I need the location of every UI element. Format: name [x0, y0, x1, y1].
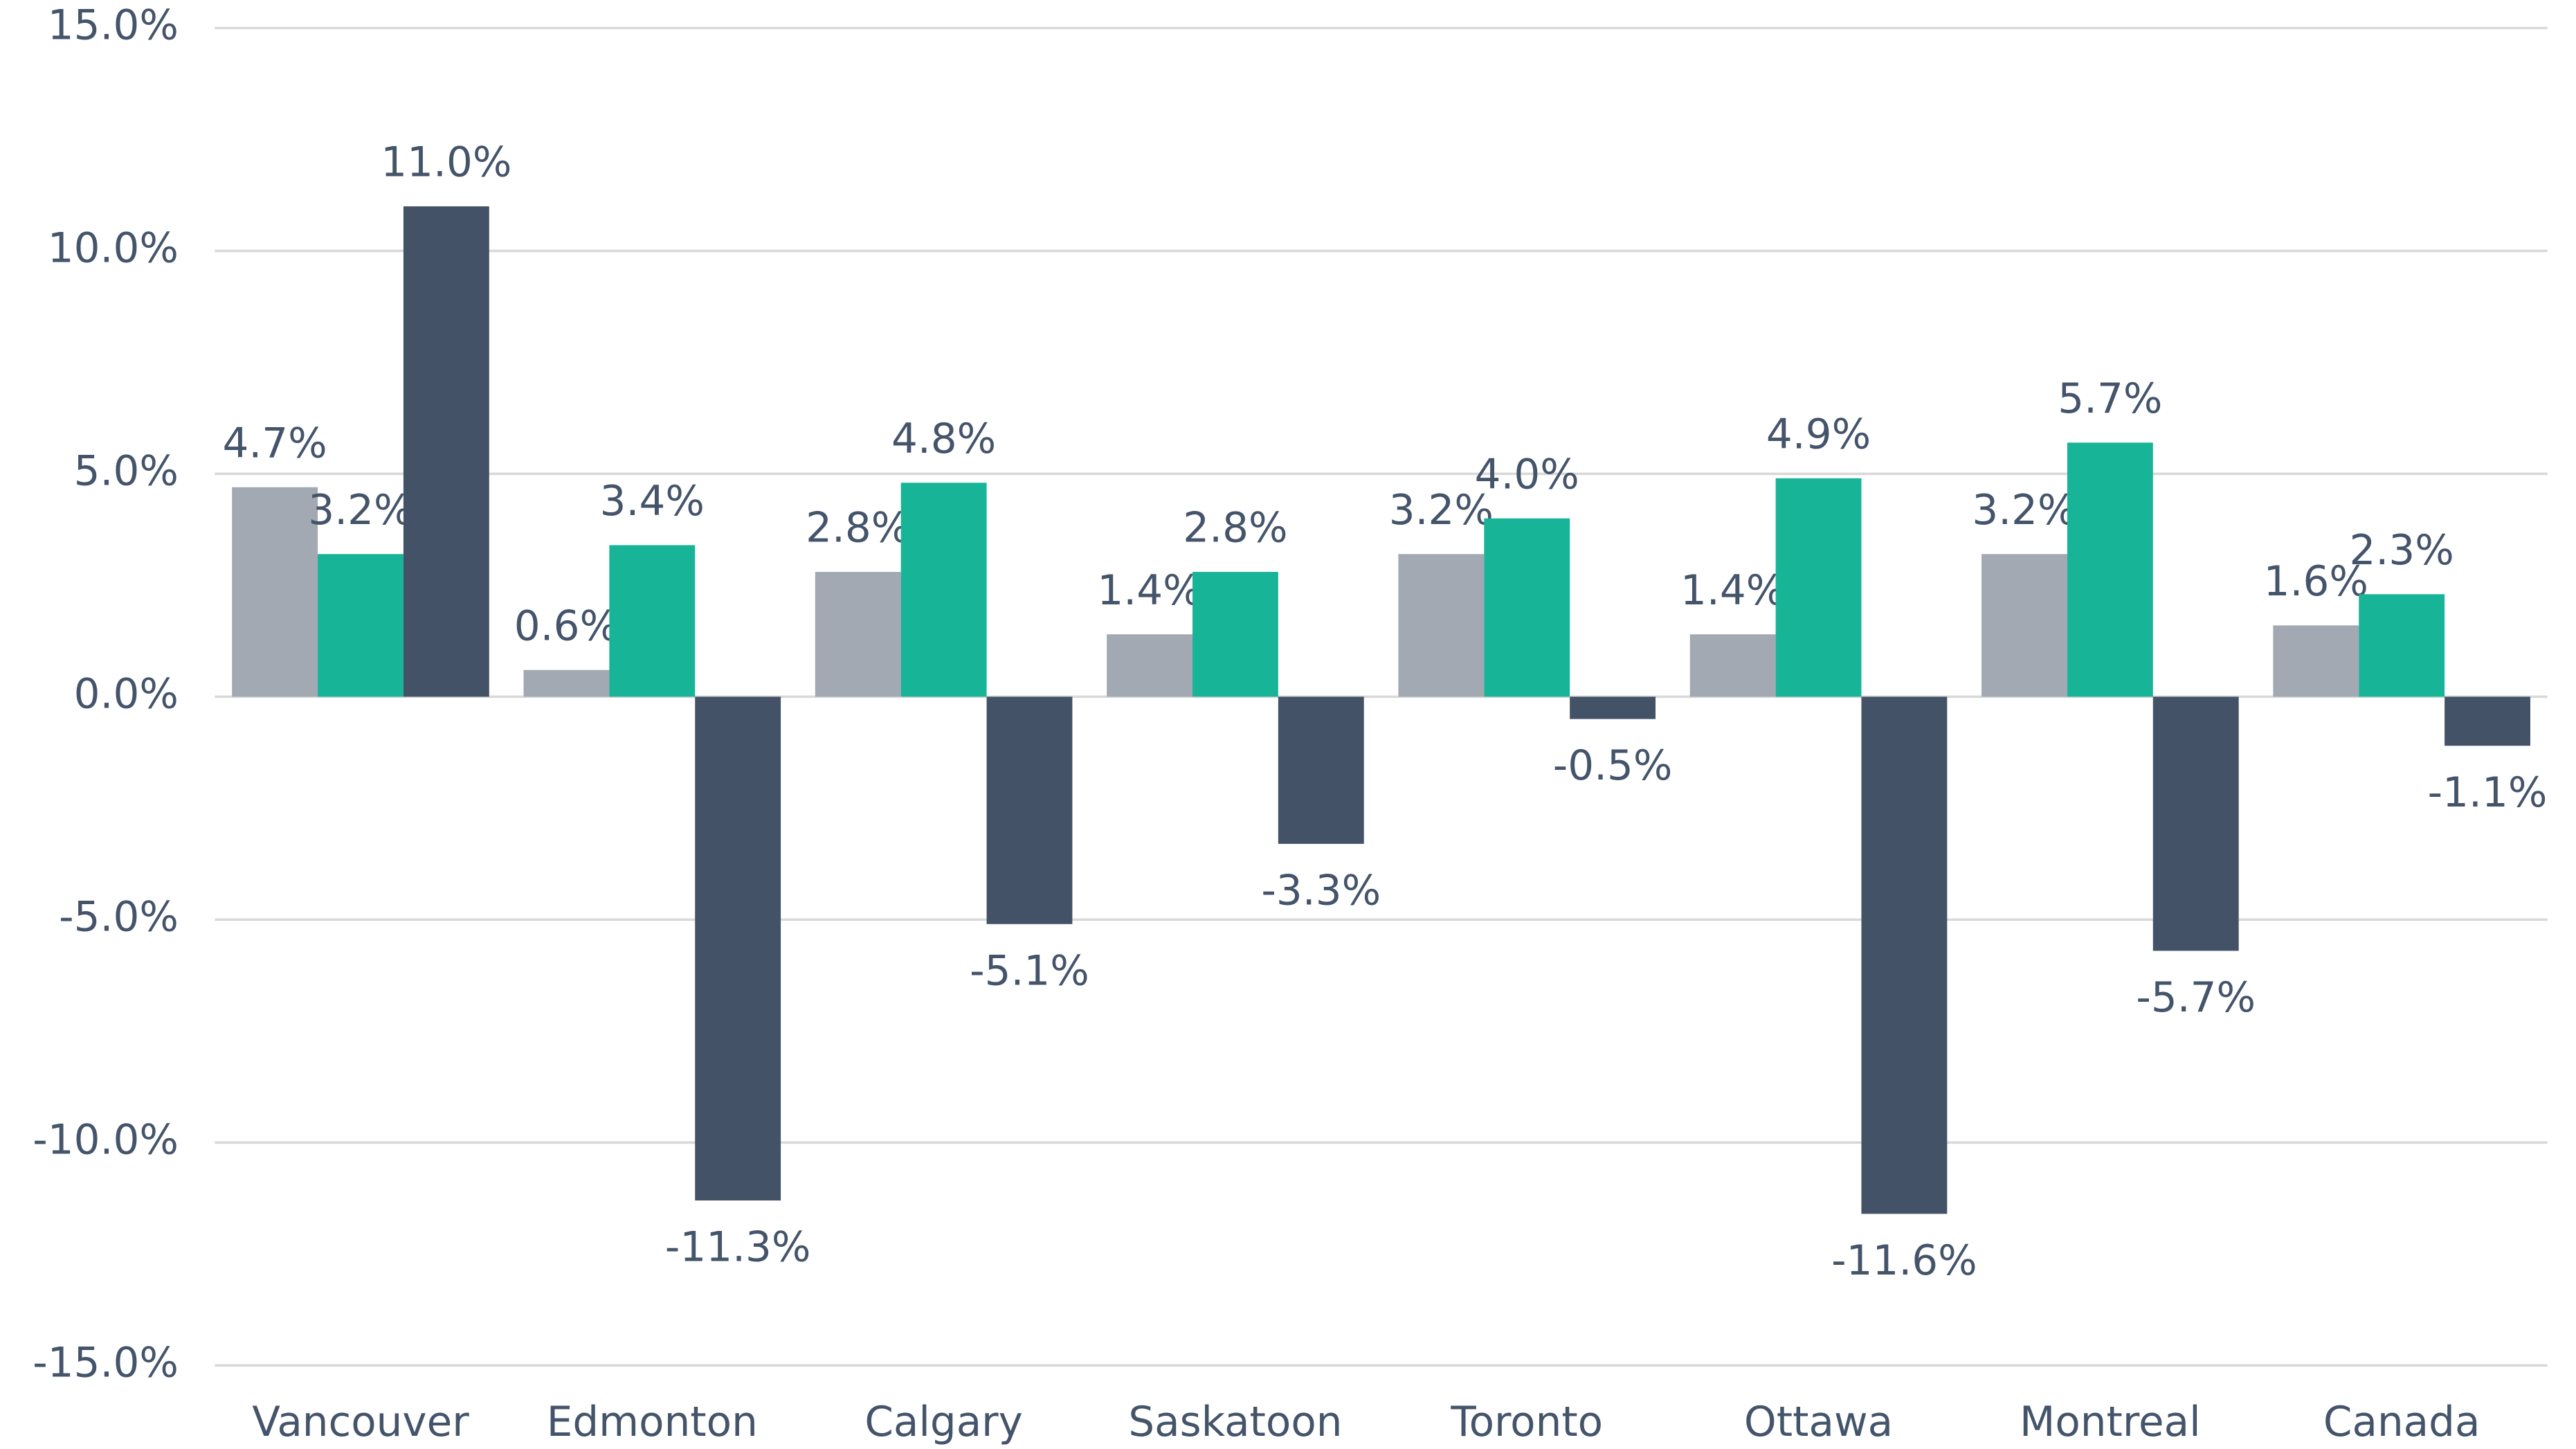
x-tick-label: Vancouver [252, 1398, 469, 1446]
bar [1570, 696, 1656, 719]
bar [403, 206, 489, 697]
x-tick-label: Canada [2323, 1398, 2480, 1446]
data-label: 0.6% [514, 602, 619, 650]
y-tick-label: -10.0% [33, 1116, 179, 1164]
data-label: 3.4% [600, 478, 705, 525]
data-label: -5.1% [970, 947, 1089, 995]
x-tick-label: Montreal [2020, 1398, 2201, 1446]
bar [2273, 625, 2359, 697]
x-tick-label: Edmonton [547, 1398, 758, 1446]
data-label: 1.4% [1680, 567, 1785, 615]
bar [1981, 554, 2067, 697]
bar [1278, 696, 1364, 844]
data-label: 11.0% [381, 139, 511, 187]
bar [523, 669, 610, 697]
bar [2359, 594, 2445, 697]
data-label: 3.2% [308, 487, 412, 534]
y-tick-label: 15.0% [48, 2, 179, 50]
data-label: 1.4% [1097, 567, 1201, 615]
bar [609, 545, 696, 697]
y-tick-label: 10.0% [48, 225, 179, 273]
data-label: 5.7% [2058, 375, 2162, 423]
bar [900, 483, 987, 697]
data-label: 4.9% [1766, 411, 1871, 458]
data-label: 3.2% [1389, 487, 1494, 534]
data-label: -1.1% [2428, 769, 2548, 817]
x-tick-label: Ottawa [1744, 1398, 1893, 1446]
y-tick-label: 5.0% [74, 448, 179, 496]
data-label: 1.6% [2264, 558, 2368, 606]
bar [232, 487, 318, 697]
data-label: 4.7% [222, 420, 327, 467]
bar [2152, 696, 2239, 951]
data-label: 2.8% [1183, 505, 1287, 552]
y-tick-label: 0.0% [74, 670, 179, 718]
data-label: -11.6% [1831, 1237, 1977, 1285]
y-tick-label: -5.0% [59, 893, 179, 941]
data-label: -3.3% [1261, 867, 1381, 915]
bar [815, 572, 901, 697]
bar [1192, 572, 1278, 697]
data-label: 2.3% [2350, 527, 2454, 575]
x-tick-label: Saskatoon [1128, 1398, 1342, 1446]
bar [1775, 478, 1862, 697]
bar [1689, 634, 1776, 697]
data-label: 2.8% [806, 505, 910, 552]
bar [1861, 696, 1948, 1214]
data-label: -11.3% [665, 1224, 811, 1272]
bar [695, 696, 781, 1201]
bar [1107, 634, 1192, 697]
x-tick-label: Toronto [1450, 1398, 1603, 1446]
data-label: 3.2% [1972, 487, 2076, 534]
data-label: 4.0% [1475, 451, 1579, 498]
bar [1484, 518, 1570, 697]
y-tick-label: -15.0% [33, 1339, 179, 1387]
bar [1398, 554, 1485, 697]
x-tick-label: Calgary [864, 1398, 1023, 1446]
data-label: 4.8% [891, 415, 996, 463]
data-label: -5.7% [2136, 974, 2256, 1022]
bar [2067, 442, 2153, 697]
bar [2445, 696, 2530, 746]
bar [318, 554, 403, 697]
bar [986, 696, 1073, 924]
data-label: -0.5% [1553, 742, 1673, 790]
